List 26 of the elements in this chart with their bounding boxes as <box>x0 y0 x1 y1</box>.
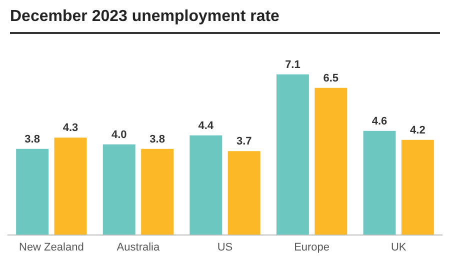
bar <box>141 148 174 235</box>
data-label: 7.1 <box>285 58 300 71</box>
x-tick-label: Australia <box>116 241 160 254</box>
x-tick-label: Europe <box>294 241 330 254</box>
data-label: 6.5 <box>323 72 339 84</box>
data-label: 4.4 <box>198 120 214 132</box>
x-tick-label: UK <box>390 241 407 254</box>
bar <box>228 151 260 235</box>
data-label: 4.0 <box>111 128 127 141</box>
chart-title: December 2023 unemployment rate <box>9 7 280 27</box>
bar <box>190 135 222 235</box>
data-label: 3.7 <box>236 136 252 148</box>
data-label: 4.3 <box>62 122 78 134</box>
bar <box>401 140 434 235</box>
x-tick-label: US <box>217 241 233 254</box>
bar <box>16 148 49 235</box>
data-label: 3.8 <box>150 133 165 146</box>
data-label: 4.2 <box>410 124 426 136</box>
x-tick-label: New Zealand <box>18 241 84 254</box>
data-label: 3.8 <box>24 133 40 146</box>
data-label: 4.6 <box>372 115 388 128</box>
bar <box>314 88 348 235</box>
bar <box>276 74 309 235</box>
bar <box>363 130 396 235</box>
bar <box>102 144 136 235</box>
bar <box>54 138 87 235</box>
